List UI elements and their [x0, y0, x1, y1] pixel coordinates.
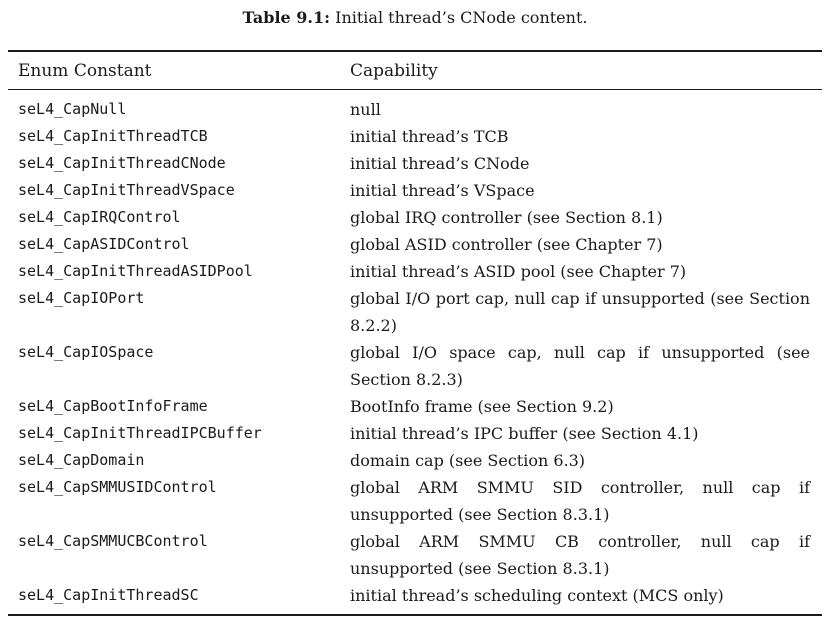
capability-cell: null	[350, 100, 381, 119]
table-row: seL4_CapBootInfoFrame BootInfo frame (se…	[0, 393, 830, 420]
table-row: seL4_CapNull null	[0, 96, 830, 123]
table-caption: Table 9.1: Initial thread’s CNode conten…	[0, 8, 830, 28]
enum-constant-cell: seL4_CapInitThreadTCB	[18, 127, 208, 145]
enum-constant-cell: seL4_CapInitThreadCNode	[18, 154, 226, 172]
table-row: seL4_CapIOSpace global I/O space cap, nu…	[0, 339, 830, 393]
capability-cell: initial thread’s TCB	[350, 127, 509, 146]
table-header: Enum Constant Capability	[0, 59, 830, 83]
table-row: seL4_CapInitThreadTCB initial thread’s T…	[0, 123, 830, 150]
capability-cell: domain cap (see Section 6.3)	[350, 451, 586, 470]
enum-constant-cell: seL4_CapASIDControl	[18, 235, 190, 253]
header-enum-constant: Enum Constant	[18, 61, 152, 81]
enum-constant-cell: seL4_CapIRQControl	[18, 208, 181, 226]
enum-constant-cell: seL4_CapDomain	[18, 451, 145, 469]
capability-cell: initial thread’s ASID pool (see Chapter …	[350, 262, 687, 281]
table-row: seL4_CapSMMUSIDControl global ARM SMMU S…	[0, 474, 830, 528]
capability-cell: global I/O space cap, null cap if unsupp…	[350, 343, 810, 389]
capability-cell: global ASID controller (see Chapter 7)	[350, 235, 663, 254]
table-row: seL4_CapASIDControl global ASID controll…	[0, 231, 830, 258]
capability-cell: BootInfo frame (see Section 9.2)	[350, 397, 614, 416]
capability-cell: initial thread’s scheduling context (MCS…	[350, 586, 724, 605]
enum-constant-cell: seL4_CapIOSpace	[18, 343, 154, 361]
table-bottom-rule	[8, 614, 822, 616]
table-row: seL4_CapIOPort global I/O port cap, null…	[0, 285, 830, 339]
capability-cell: global ARM SMMU CB controller, null cap …	[350, 532, 810, 578]
capability-cell: initial thread’s VSpace	[350, 181, 535, 200]
capability-cell: global I/O port cap, null cap if unsuppo…	[350, 289, 810, 335]
enum-constant-cell: seL4_CapSMMUCBControl	[18, 532, 208, 550]
enum-constant-cell: seL4_CapNull	[18, 100, 127, 118]
enum-constant-cell: seL4_CapSMMUSIDControl	[18, 478, 217, 496]
table-caption-label: Table 9.1:	[242, 8, 331, 27]
table-row: seL4_CapInitThreadVSpace initial thread’…	[0, 177, 830, 204]
table-caption-text: Initial thread’s CNode content.	[335, 8, 588, 27]
table-row: seL4_CapIRQControl global IRQ controller…	[0, 204, 830, 231]
table-row: seL4_CapInitThreadASIDPool initial threa…	[0, 258, 830, 285]
table-row: seL4_CapInitThreadCNode initial thread’s…	[0, 150, 830, 177]
capability-cell: global ARM SMMU SID controller, null cap…	[350, 478, 810, 524]
table-row: seL4_CapInitThreadIPCBuffer initial thre…	[0, 420, 830, 447]
enum-constant-cell: seL4_CapInitThreadSC	[18, 586, 199, 604]
enum-constant-cell: seL4_CapInitThreadVSpace	[18, 181, 235, 199]
enum-constant-cell: seL4_CapInitThreadIPCBuffer	[18, 424, 262, 442]
table-body: seL4_CapNull null seL4_CapInitThreadTCB …	[0, 96, 830, 609]
table-row: seL4_CapInitThreadSC initial thread’s sc…	[0, 582, 830, 609]
table-top-rule	[8, 50, 822, 52]
header-capability: Capability	[350, 61, 438, 81]
capability-cell: initial thread’s IPC buffer (see Section…	[350, 424, 699, 443]
capability-cell: initial thread’s CNode	[350, 154, 530, 173]
enum-constant-cell: seL4_CapIOPort	[18, 289, 145, 307]
capability-cell: global IRQ controller (see Section 8.1)	[350, 208, 663, 227]
table-row: seL4_CapSMMUCBControl global ARM SMMU CB…	[0, 528, 830, 582]
table-row: seL4_CapDomain domain cap (see Section 6…	[0, 447, 830, 474]
enum-constant-cell: seL4_CapBootInfoFrame	[18, 397, 208, 415]
table-header-rule	[8, 89, 822, 90]
enum-constant-cell: seL4_CapInitThreadASIDPool	[18, 262, 253, 280]
